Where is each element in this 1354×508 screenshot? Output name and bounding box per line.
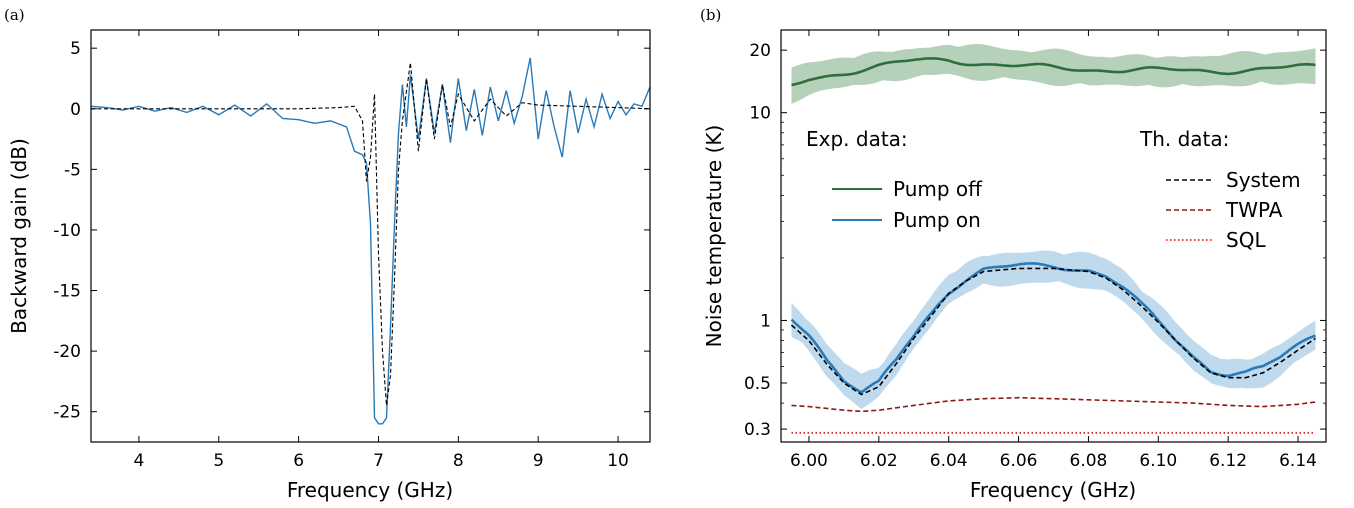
panel-b-y-tick-label: 1	[760, 311, 771, 331]
panel-b-legend: Exp. data: Th. data: Pump off Pump on Sy…	[806, 127, 1301, 252]
panel-a-y-tick-label: -15	[53, 282, 81, 302]
series-line-pump-on	[790, 262, 1316, 394]
panel-b-axes: 6.00 6.02 6.04 6.06 6.08 6.10 6.12 6.14 20 10 1 0.5…	[744, 30, 1326, 471]
series-line-twpa	[791, 396, 1316, 413]
panel-b-x-tick-label: 6.02	[860, 451, 898, 471]
panel-b-x-tick-label: 6.12	[1209, 451, 1247, 471]
legend-label-pump-off: Pump off	[893, 177, 983, 201]
panel-a-chart: 4 5 6 7 8 9 10 5 0 -5 -10 -15 -20 -25 Frequency (GHz)…	[7, 29, 651, 502]
panel-b-plot-area	[790, 44, 1316, 434]
panel-b-x-tick-label: 6.14	[1279, 451, 1317, 471]
legend-label-pump-on: Pump on	[893, 208, 981, 232]
panel-a-x-tick-label: 5	[213, 451, 224, 471]
panel-a-plot-area	[90, 57, 651, 425]
legend-label-sql: SQL	[1226, 228, 1266, 252]
panel-a-theory-gain-line	[91, 62, 651, 406]
panel-a-frame	[90, 29, 651, 443]
panel-b-chart: 6.00 6.02 6.04 6.06 6.08 6.10 6.12 6.14 20 10 1 0.5…	[702, 29, 1327, 502]
legend-exp-title: Exp. data:	[806, 127, 908, 151]
series-line-system	[790, 267, 1316, 396]
panel-b-label: (b)	[700, 6, 721, 24]
panel-a-x-tick-label: 6	[293, 451, 304, 471]
panel-a-x-tick-label: 9	[533, 451, 544, 471]
panel-a-x-tick-label: 7	[373, 451, 384, 471]
panel-b-y-tick-label: 10	[749, 104, 771, 124]
panel-a-measured-gain-line	[90, 57, 651, 425]
panel-a-y-tick-label: -25	[53, 403, 81, 423]
panel-a-y-tick-label: 0	[70, 100, 81, 120]
panel-a-y-tick-label: -20	[53, 342, 81, 362]
panel-b-y-tick-label: 20	[749, 41, 771, 61]
series-band-pump-on	[791, 250, 1316, 409]
legend-label-twpa: TWPA	[1225, 198, 1283, 222]
panel-b-x-tick-label: 6.00	[790, 451, 828, 471]
series-line-pump-off	[791, 57, 1316, 87]
legend-label-system: System	[1226, 168, 1301, 192]
panel-b-y-axis-label: Noise temperature (K)	[702, 125, 726, 348]
panel-a-y-axis-label: Backward gain (dB)	[7, 138, 31, 334]
panel-a-axes: 4 5 6 7 8 9 10 5 0 -5 -10 -15 -20 -25	[53, 30, 650, 471]
panel-b-x-axis-label: Frequency (GHz)	[970, 478, 1136, 502]
legend-th-title: Th. data:	[1139, 127, 1229, 151]
panel-a-label: (a)	[4, 6, 25, 24]
panel-b-x-tick-label: 6.08	[1070, 451, 1108, 471]
panel-b-x-tick-label: 6.06	[1000, 451, 1038, 471]
panel-b-y-tick-label: 0.3	[744, 420, 771, 440]
panel-a-y-tick-label: 5	[70, 39, 81, 59]
panel-a-x-tick-label: 4	[134, 451, 145, 471]
panel-a-x-axis-label: Frequency (GHz)	[287, 478, 453, 502]
panel-b-y-tick-label: 0.5	[744, 374, 771, 394]
panel-b-x-tick-label: 6.04	[930, 451, 968, 471]
panel-b-x-tick-label: 6.10	[1139, 451, 1177, 471]
panel-a-y-tick-label: -5	[64, 160, 81, 180]
panel-a-y-tick-label: -10	[53, 221, 81, 241]
panel-b-frame	[780, 29, 1327, 443]
panel-a-x-tick-label: 10	[607, 451, 629, 471]
panel-a-x-tick-label: 8	[453, 451, 464, 471]
